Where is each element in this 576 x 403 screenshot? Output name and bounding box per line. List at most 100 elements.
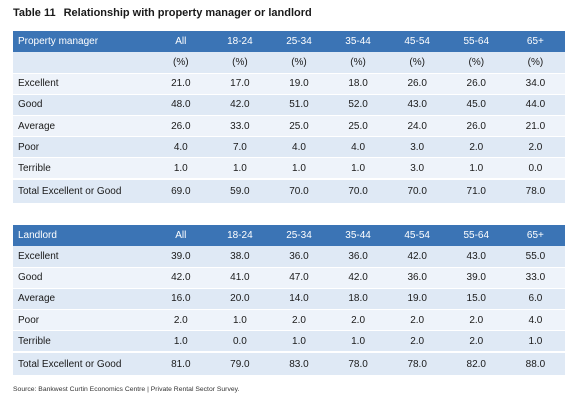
column-header-category: Landlord: [13, 225, 152, 246]
value-cell: 2.0: [387, 330, 447, 353]
value-cell: 1.0: [446, 157, 506, 180]
row-label: Average: [13, 115, 152, 138]
value-cell: 78.0: [387, 350, 447, 377]
value-cell: 45.0: [446, 94, 506, 117]
row-label: Good: [13, 267, 152, 289]
value-cell: 25.0: [328, 115, 388, 138]
value-cell: 39.0: [446, 267, 506, 289]
value-cell: 25.0: [269, 115, 329, 138]
value-cell: 70.0: [328, 178, 388, 204]
value-cell: 7.0: [210, 136, 270, 159]
table-row: Excellent 39.0 38.0 36.0 36.0 42.0 43.0 55.0: [13, 246, 565, 268]
value-cell: 20.0: [210, 288, 270, 311]
value-cell: 1.0: [505, 330, 565, 353]
unit-cell: (%): [328, 52, 388, 74]
value-cell: 2.0: [328, 309, 388, 332]
value-cell: 88.0: [505, 350, 565, 377]
value-cell: 16.0: [151, 288, 211, 311]
value-cell: 34.0: [505, 73, 565, 95]
value-cell: 78.0: [328, 350, 388, 377]
value-cell: 18.0: [328, 73, 388, 95]
value-cell: 14.0: [269, 288, 329, 311]
row-label: Average: [13, 288, 152, 311]
value-cell: 1.0: [328, 157, 388, 180]
column-header: 35-44: [328, 31, 388, 52]
column-header: 65+: [505, 225, 565, 246]
value-cell: 19.0: [387, 288, 447, 311]
value-cell: 33.0: [505, 267, 565, 289]
row-label: Total Excellent or Good: [13, 178, 152, 204]
value-cell: 1.0: [328, 330, 388, 353]
value-cell: 4.0: [269, 136, 329, 159]
value-cell: 36.0: [387, 267, 447, 289]
source-note: Source: Bankwest Curtin Economics Centre…: [13, 386, 240, 393]
value-cell: 33.0: [210, 115, 270, 138]
value-cell: 1.0: [210, 157, 270, 180]
table-row: Good 48.0 42.0 51.0 52.0 43.0 45.0 44.0: [13, 94, 565, 117]
value-cell: 2.0: [446, 330, 506, 353]
units-row: (%) (%) (%) (%) (%) (%) (%): [13, 52, 565, 74]
row-label: Good: [13, 94, 152, 117]
value-cell: 42.0: [210, 94, 270, 117]
value-cell: 2.0: [446, 309, 506, 332]
column-header: 55-64: [446, 31, 506, 52]
unit-cell: (%): [446, 52, 506, 74]
value-cell: 70.0: [269, 178, 329, 204]
value-cell: 6.0: [505, 288, 565, 311]
value-cell: 26.0: [387, 73, 447, 95]
table-row: Average 16.0 20.0 14.0 18.0 19.0 15.0 6.0: [13, 288, 565, 311]
table-row: Average 26.0 33.0 25.0 25.0 24.0 26.0 21.0: [13, 115, 565, 138]
row-label: Excellent: [13, 73, 152, 95]
landlord-table: Landlord All 18-24 25-34 35-44 45-54 55-…: [13, 225, 565, 377]
value-cell: 51.0: [269, 94, 329, 117]
column-header: 18-24: [210, 31, 270, 52]
row-label: Terrible: [13, 157, 152, 180]
value-cell: 21.0: [151, 73, 211, 95]
value-cell: 1.0: [269, 330, 329, 353]
value-cell: 24.0: [387, 115, 447, 138]
table-row: Terrible 1.0 0.0 1.0 1.0 2.0 2.0 1.0: [13, 330, 565, 353]
value-cell: 71.0: [446, 178, 506, 204]
value-cell: 36.0: [328, 246, 388, 268]
table-row: Poor 4.0 7.0 4.0 4.0 3.0 2.0 2.0: [13, 136, 565, 159]
row-label: [13, 52, 152, 74]
value-cell: 38.0: [210, 246, 270, 268]
value-cell: 0.0: [505, 157, 565, 180]
value-cell: 0.0: [210, 330, 270, 353]
value-cell: 3.0: [387, 136, 447, 159]
header-row: Property manager All 18-24 25-34 35-44 4…: [13, 31, 565, 52]
property-manager-table: Property manager All 18-24 25-34 35-44 4…: [13, 31, 565, 204]
column-header: 18-24: [210, 225, 270, 246]
value-cell: 2.0: [387, 309, 447, 332]
table-row: Terrible 1.0 1.0 1.0 1.0 3.0 1.0 0.0: [13, 157, 565, 180]
value-cell: 36.0: [269, 246, 329, 268]
value-cell: 39.0: [151, 246, 211, 268]
unit-cell: (%): [210, 52, 270, 74]
value-cell: 55.0: [505, 246, 565, 268]
row-label: Poor: [13, 136, 152, 159]
column-header: 45-54: [387, 31, 447, 52]
value-cell: 69.0: [151, 178, 211, 204]
value-cell: 26.0: [446, 115, 506, 138]
column-header: All: [151, 225, 211, 246]
header-row: Landlord All 18-24 25-34 35-44 45-54 55-…: [13, 225, 565, 246]
value-cell: 18.0: [328, 288, 388, 311]
column-header: 35-44: [328, 225, 388, 246]
value-cell: 2.0: [151, 309, 211, 332]
value-cell: 42.0: [151, 267, 211, 289]
value-cell: 2.0: [446, 136, 506, 159]
row-label: Excellent: [13, 246, 152, 268]
total-row: Total Excellent or Good 81.0 79.0 83.0 78.0 7…: [13, 350, 565, 377]
value-cell: 2.0: [505, 136, 565, 159]
value-cell: 44.0: [505, 94, 565, 117]
value-cell: 59.0: [210, 178, 270, 204]
value-cell: 52.0: [328, 94, 388, 117]
column-header: 45-54: [387, 225, 447, 246]
column-header-category: Property manager: [13, 31, 152, 52]
value-cell: 26.0: [446, 73, 506, 95]
row-label: Terrible: [13, 330, 152, 353]
column-header: 65+: [505, 31, 565, 52]
value-cell: 3.0: [387, 157, 447, 180]
row-label: Poor: [13, 309, 152, 332]
value-cell: 41.0: [210, 267, 270, 289]
